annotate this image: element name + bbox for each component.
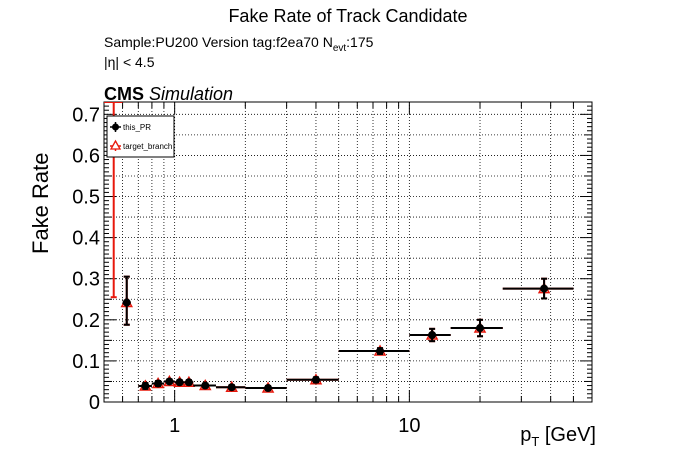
sample-line: Sample:PU200 Version tag:f2ea70 N — [104, 34, 333, 50]
x-axis-label: pT [GeV] — [520, 424, 596, 449]
data-point — [428, 331, 437, 340]
cms-simulation: Simulation — [149, 84, 234, 104]
x-tick-label: 1 — [169, 415, 180, 437]
series-this_PR — [122, 275, 574, 393]
x-axis-label-main: p — [520, 424, 532, 446]
data-point — [201, 381, 210, 390]
data-point — [264, 384, 273, 393]
y-tick-label: 0 — [89, 392, 100, 414]
y-tick-label: 0.2 — [72, 310, 100, 332]
plot-frame — [103, 101, 593, 403]
y-tick-label: 0.7 — [72, 104, 100, 126]
data-point — [376, 347, 385, 356]
axis-ticks — [103, 101, 593, 403]
data-point — [227, 383, 236, 392]
x-axis-label-sub: T — [531, 434, 540, 449]
chart-title: Fake Rate of Track Candidate — [228, 6, 468, 26]
data-point — [311, 375, 320, 384]
data-point — [184, 378, 193, 387]
legend-marker-this-pr — [112, 123, 119, 131]
data-point — [175, 378, 184, 387]
data-point — [141, 381, 150, 390]
cms-bold: CMS — [104, 84, 144, 104]
legend: this_PR target_branch — [106, 115, 175, 158]
data-point — [122, 298, 131, 307]
legend-marker-target-branch — [109, 139, 122, 150]
data-point — [540, 284, 549, 293]
data-point — [476, 324, 485, 333]
cms-label: CMS Simulation — [104, 84, 233, 105]
grid — [103, 102, 593, 403]
y-tick-label: 0.3 — [72, 269, 100, 291]
x-tick-label: 10 — [398, 415, 420, 437]
sample-info: Sample:PU200 Version tag:f2ea70 Nevt:175 — [104, 34, 373, 54]
x-axis-label-unit: [GeV] — [544, 424, 596, 446]
data-point — [154, 379, 163, 388]
legend-label-this-pr: this_PR — [123, 123, 151, 132]
y-tick-label: 0.5 — [72, 187, 100, 209]
eta-cut: |η| < 4.5 — [104, 54, 155, 70]
legend-box — [106, 115, 175, 158]
y-tick-label: 0.4 — [72, 228, 100, 250]
y-tick-label: 0.6 — [72, 145, 100, 167]
y-tick-label: 0.1 — [72, 351, 100, 373]
nevt-subscript: evt — [332, 42, 347, 54]
legend-label-target-branch: target_branch — [123, 142, 172, 151]
nevt-value: :175 — [346, 34, 374, 50]
data-point — [165, 377, 174, 386]
